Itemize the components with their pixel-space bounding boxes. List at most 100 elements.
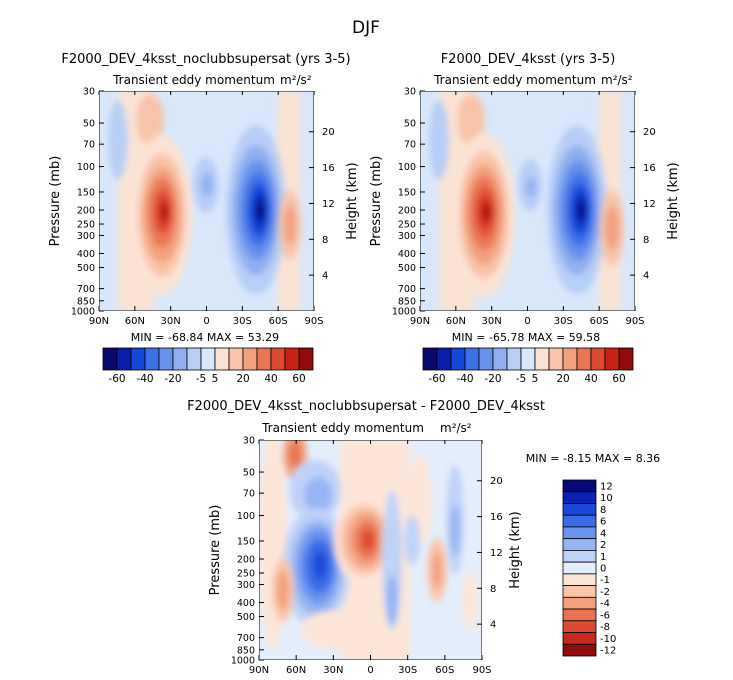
- panel-a-units: m²/s²: [280, 73, 312, 87]
- y2-tick-label: 20: [490, 476, 503, 487]
- colorbar-label: -40: [136, 373, 153, 385]
- colorbar-label: -40: [456, 373, 473, 385]
- colorbar-swatch: [228, 347, 244, 371]
- colorbar-swatch: [464, 347, 480, 371]
- y2-tick-label: 12: [490, 548, 503, 559]
- x-tick-label: 0: [524, 316, 530, 327]
- colorbar-label: 60: [292, 373, 305, 385]
- panel-c-ylabel: Pressure (mb): [208, 505, 223, 596]
- panel-c-y2label: Height (km): [508, 511, 523, 588]
- panel-b-units: m²/s²: [601, 73, 633, 87]
- colorbar-swatch: [562, 538, 597, 551]
- colorbar-label: -6: [600, 610, 610, 621]
- y-tick-label: 500: [77, 263, 95, 274]
- colorbar-swatch: [576, 347, 592, 371]
- colorbar-swatch: [604, 347, 620, 371]
- y-tick-label: 850: [77, 296, 95, 307]
- colorbar-swatch: [506, 347, 522, 371]
- y-tick-label: 50: [83, 119, 95, 130]
- colorbar-swatch: [478, 347, 494, 371]
- colorbar-swatch: [562, 608, 597, 622]
- y-tick-label: 30: [404, 87, 416, 98]
- colorbar-label: -60: [108, 373, 125, 385]
- colorbar-label: -20: [164, 373, 181, 385]
- y2-tick-label: 16: [322, 163, 335, 174]
- y-tick-label: 200: [77, 206, 95, 217]
- colorbar-swatch: [436, 347, 452, 371]
- panel-c-axes: 90N 60N 30N 0 30S 60S 90S 30 50 70 100 150 200 250300…: [231, 436, 503, 677]
- colorbar-label: 0: [600, 564, 606, 575]
- colorbar-swatch: [562, 573, 597, 586]
- y-tick-label: 400: [398, 249, 416, 260]
- x-tick-label: 90N: [89, 316, 109, 327]
- colorbar-label: -12: [600, 646, 616, 657]
- colorbar-label: -8: [600, 622, 610, 633]
- colorbar-label: -4: [600, 599, 610, 610]
- colorbar-swatch: [242, 347, 258, 371]
- y-tick-label: 700: [237, 633, 255, 644]
- colorbar-swatch: [562, 620, 597, 633]
- y-tick-label: 700: [77, 284, 95, 295]
- x-tick-label: 90N: [249, 665, 269, 676]
- colorbar-swatch: [284, 347, 300, 371]
- colorbar-label: -60: [428, 373, 445, 385]
- colorbar-swatch: [116, 347, 132, 371]
- x-tick-label: 30S: [398, 665, 417, 676]
- y-tick-label: 400: [237, 598, 255, 609]
- y2-tick-label: 8: [322, 235, 328, 246]
- y2-tick-label: 12: [322, 199, 335, 210]
- y-tick-label: 250: [237, 569, 255, 580]
- panel-b-field: [420, 91, 635, 311]
- y-tick-label: 30: [243, 436, 255, 447]
- colorbar-swatch: [562, 526, 597, 540]
- y-tick-label: 150: [237, 536, 255, 547]
- colorbar-swatch: [562, 550, 597, 563]
- colorbar-swatch: [562, 585, 597, 598]
- colorbar-label: 1: [600, 552, 606, 563]
- panel-a-y2label: Height (km): [345, 162, 360, 239]
- panel-b-y2label: Height (km): [666, 162, 681, 239]
- colorbar-label: 2: [600, 540, 606, 551]
- y2-tick-label: 4: [490, 620, 496, 631]
- y2-tick-label: 4: [322, 271, 328, 282]
- x-tick-label: 60N: [446, 316, 466, 327]
- colorbar-label: 40: [264, 373, 277, 385]
- y-tick-label: 500: [237, 612, 255, 623]
- colorbar-label: 5: [212, 373, 219, 385]
- y-tick-label: 1000: [392, 307, 416, 318]
- x-tick-label: 0: [203, 316, 209, 327]
- y2-tick-label: 16: [643, 163, 656, 174]
- x-tick-label: 60N: [286, 665, 306, 676]
- colorbar-label: -1: [600, 575, 610, 586]
- y-tick-label: 150: [398, 187, 416, 198]
- y2-tick-label: 8: [490, 584, 496, 595]
- panel-a-ylabel: Pressure (mb): [48, 156, 63, 247]
- colorbar-label: -5: [516, 373, 526, 385]
- panel-a-title: F2000_DEV_4ksst_noclubbsupersat (yrs 3-5…: [61, 52, 350, 67]
- colorbar-label: 40: [584, 373, 597, 385]
- colorbar-label: -5: [196, 373, 206, 385]
- colorbar-swatch: [520, 347, 536, 371]
- x-tick-label: 30N: [323, 665, 343, 676]
- y-tick-label: 850: [237, 645, 255, 656]
- colorbar-swatch: [562, 514, 597, 528]
- x-tick-label: 30N: [482, 316, 502, 327]
- panel-a-stats: MIN = -68.84 MAX = 53.29: [131, 331, 279, 344]
- colorbar-swatch: [562, 491, 597, 504]
- colorbar-swatch: [534, 347, 550, 371]
- figure-title: DJF: [352, 18, 380, 38]
- colorbar-label: 5: [532, 373, 539, 385]
- y2-tick-label: 20: [643, 127, 656, 138]
- x-tick-label: 30N: [161, 316, 181, 327]
- colorbar-label: 4: [600, 528, 606, 539]
- colorbar-swatch: [562, 643, 597, 657]
- colorbar-swatch: [144, 347, 160, 371]
- colorbar-label: 8: [600, 505, 606, 516]
- colorbar-swatch: [200, 347, 216, 371]
- x-tick-label: 30S: [554, 316, 573, 327]
- panel-c: F2000_DEV_4ksst_noclubbsupersat - F2000_…: [187, 399, 660, 676]
- colorbar-swatch: [270, 347, 286, 371]
- panel-a-subtitle: Transient eddy momentum: [112, 73, 275, 87]
- colorbar-swatch: [102, 347, 118, 371]
- colorbar-label: -20: [484, 373, 501, 385]
